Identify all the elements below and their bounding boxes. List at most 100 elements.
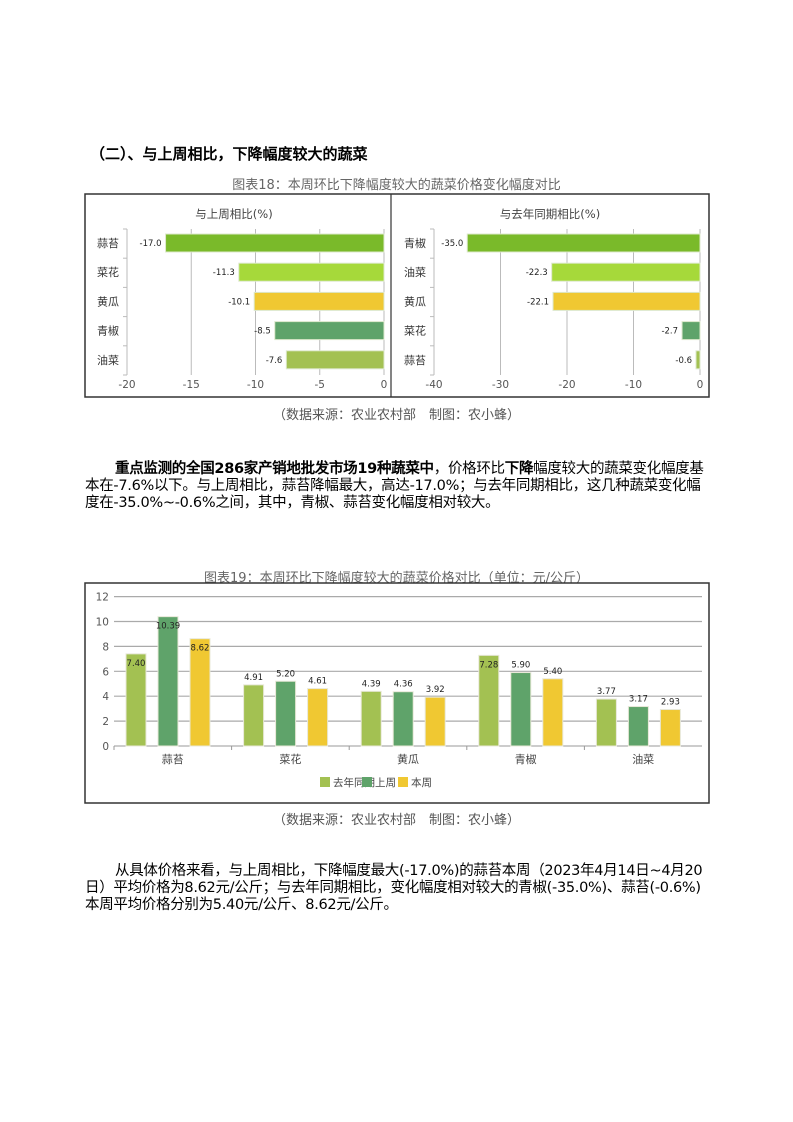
category-label: 菜花 [404,325,426,338]
category-label: 油菜 [97,353,119,367]
bar [424,696,446,747]
bar [542,678,564,747]
data-label: 10.39 [156,622,180,632]
bar [551,262,701,282]
data-label: 4.91 [244,673,263,683]
category-label: 黄瓜 [404,294,426,308]
data-label: 8.62 [191,644,210,654]
y-tick-label: 4 [102,691,109,703]
data-label: 4.39 [362,679,381,689]
y-tick-label: 8 [102,641,109,653]
x-tick-label: -10 [247,379,264,391]
data-label: -17.0 [140,239,162,249]
x-tick-label: -30 [492,379,509,391]
bar [243,684,265,747]
paragraph-2: 从具体价格来看，与上周相比，下降幅度最大(-17.0%)的蒜苔本周（2023年4… [85,863,703,913]
data-label: -7.6 [266,356,283,366]
paragraph-1: 重点监测的全国286家产销地批发市场19种蔬菜中，价格环比下降幅度较大的蔬菜变化… [85,461,710,512]
bar [274,321,385,341]
bar [478,654,500,747]
data-label: 7.40 [127,659,146,669]
category-label: 油菜 [404,265,426,279]
legend-swatch [398,777,408,787]
category-label: 油菜 [632,752,654,766]
category-label: 菜花 [279,753,301,766]
bar [627,706,649,747]
para1-text-1: ，价格环比 [433,461,505,477]
para1-text-2: 幅度较大的蔬菜变化幅度基本在-7.6%以下。与上周相比，蒜苔降幅最大，高达-17… [85,461,704,511]
chart18: 与上周相比(%) -20 -15 -10 -5 0 蒜苔 -17.0 菜花 -11.3 黄瓜 -10.… [84,193,710,398]
y-tick-label: 2 [102,716,109,728]
category-label: 黄瓜 [97,294,119,308]
data-label: 3.77 [597,687,616,697]
legend-swatch [362,777,372,787]
x-tick-label: -20 [118,379,135,391]
category-label: 蒜苔 [162,752,184,766]
bar [695,350,701,370]
data-label: 5.90 [511,661,530,671]
data-label: 2.93 [661,698,680,708]
x-tick-label: 0 [381,379,388,391]
category-label: 青椒 [515,752,537,766]
category-label: 黄瓜 [397,752,419,766]
bar [238,262,385,282]
category-label: 蒜苔 [97,236,119,250]
bar [307,688,329,747]
bar [189,638,211,747]
bar [165,233,385,253]
chart18-title: 图表18：本周环比下降幅度较大的蔬菜价格变化幅度对比 [232,178,561,193]
x-tick-label: -5 [315,379,325,391]
category-label: 菜花 [97,266,119,279]
data-label: -11.3 [213,268,235,278]
panel-title: 与上周相比(%) [195,207,272,221]
data-label: -22.1 [527,297,549,307]
para1-bold-1: 重点监测的全国286家产销地批发市场19种蔬菜中 [115,461,434,477]
data-label: -2.7 [661,327,678,337]
y-tick-label: 12 [96,592,109,604]
data-label: 7.28 [479,660,498,670]
data-label: 4.36 [394,680,413,690]
panel-title: 与去年同期相比(%) [500,207,600,221]
bar [360,690,382,747]
chart19-source: （数据来源：农业农村部 制图：农小蜂） [272,813,520,828]
bar [125,653,147,747]
chart19-frame [84,582,710,804]
category-label: 蒜苔 [404,353,426,367]
y-tick-label: 6 [102,666,109,678]
data-label: -35.0 [441,239,463,249]
data-label: 4.61 [308,677,327,687]
data-label: -0.6 [675,356,692,366]
legend-label: 本周 [411,776,432,789]
chart19: 0 2 4 6 8 10 12 蒜苔 7.40 10.39 8.62 菜花 4.91 5.20 4.61 黄瓜… [84,582,710,804]
chart18-source: （数据来源：农业农村部 制图：农小蜂） [272,408,520,423]
x-tick-label: -20 [558,379,575,391]
data-label: 3.92 [426,685,445,695]
bar [285,350,385,370]
x-tick-label: -40 [425,379,442,391]
y-tick-label: 10 [96,617,109,629]
data-label: 5.20 [276,669,295,679]
category-label: 青椒 [97,324,119,338]
x-tick-label: -10 [625,379,642,391]
bar [466,233,701,253]
bar [681,321,701,341]
data-label: -8.5 [254,327,271,337]
legend-label: 上周 [375,777,396,789]
bar [659,709,681,747]
section-title: （二）、与上周相比，下降幅度较大的蔬菜 [90,145,368,163]
category-label: 青椒 [404,236,426,250]
bar [392,691,414,747]
para1-bold-2: 下降 [504,461,534,477]
y-tick-label: 0 [102,741,109,753]
bar [275,680,297,747]
bar [595,698,617,747]
data-label: 5.40 [543,667,562,677]
bar [157,616,179,747]
data-label: 3.17 [629,695,648,705]
bar [552,291,701,311]
bar [510,672,532,747]
data-label: -22.3 [526,268,548,278]
x-tick-label: 0 [697,379,704,391]
chart18-frame [84,193,710,398]
x-tick-label: -15 [183,379,200,391]
